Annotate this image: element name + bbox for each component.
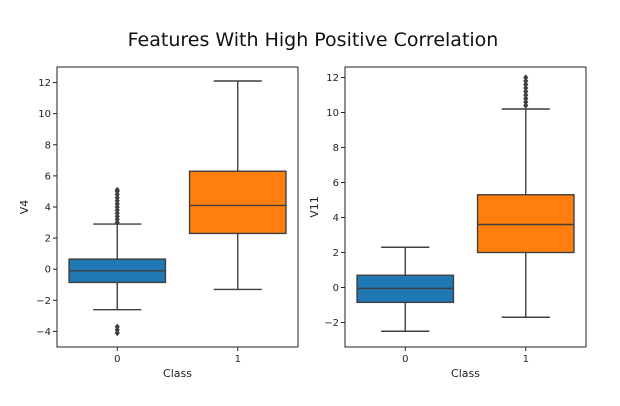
- y-tick-label: 2: [333, 248, 339, 259]
- box-1-outlier: [523, 91, 529, 99]
- y-axis-label: V11: [308, 196, 321, 218]
- x-tick-label: 0: [114, 354, 120, 365]
- y-tick-label: −2: [324, 318, 339, 329]
- box-0-outlier: [114, 329, 120, 337]
- box-0-outlier: [114, 186, 120, 194]
- y-tick-label: 8: [333, 143, 339, 154]
- panel-left: −4 −2 0 2 4 6 8 10 12 0 1 Class V4: [18, 66, 299, 380]
- x-tick-label: 0: [402, 354, 408, 365]
- box-1-outlier: [523, 81, 529, 88]
- x-axis-label: Class: [451, 367, 480, 380]
- box-1-outlier: [523, 88, 529, 95]
- y-tick-label: 12: [38, 78, 51, 89]
- x-tick-label: 1: [523, 354, 529, 365]
- box-1-outlier: [523, 102, 529, 109]
- y-tick-label: 10: [38, 109, 51, 120]
- y-tick-label: −4: [36, 327, 51, 338]
- y-tick-label: 4: [45, 203, 51, 214]
- y-tick-label: 0: [45, 265, 51, 276]
- x-axis-label: Class: [163, 367, 192, 380]
- y-tick-label: 8: [45, 140, 51, 151]
- y-axis-label: V4: [18, 200, 31, 215]
- y-tick-label: 4: [333, 213, 339, 224]
- y-tick-label: 6: [333, 178, 339, 189]
- box-1-outlier: [523, 84, 529, 92]
- figure-title: Features With High Positive Correlation: [128, 29, 499, 51]
- box-1-body: [476, 194, 575, 254]
- y-tick-label: 0: [333, 283, 339, 294]
- box-1-outlier: [523, 95, 529, 102]
- box-1-outlier: [523, 74, 529, 81]
- y-tick-label: 2: [45, 234, 51, 245]
- box-1-outlier: [523, 98, 529, 106]
- panel-right: −2 0 2 4 6 8 10 12 0 1 Class V11: [308, 66, 587, 380]
- box-1-outlier: [523, 77, 529, 85]
- box-1-body: [188, 170, 287, 235]
- y-tick-label: −2: [36, 296, 51, 307]
- y-tick-label: 10: [326, 108, 339, 119]
- plot-frame: [344, 66, 587, 348]
- x-tick-label: 1: [235, 354, 241, 365]
- y-tick-label: 12: [326, 73, 339, 84]
- y-tick-label: 6: [45, 171, 51, 182]
